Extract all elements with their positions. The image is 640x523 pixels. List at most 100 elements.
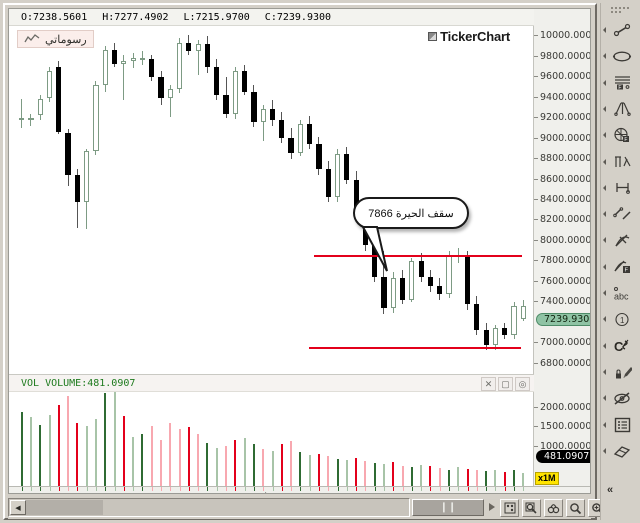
lock-drawings-tool[interactable] xyxy=(603,359,636,385)
time-axis-tick xyxy=(123,487,125,491)
time-axis-tick xyxy=(495,487,497,491)
parallel-channel-tool[interactable] xyxy=(603,149,636,175)
candlestick xyxy=(65,26,71,374)
callout-text: سقف الحيرة 7866 xyxy=(368,207,454,220)
expand-caret-icon[interactable] xyxy=(603,263,606,270)
price-annotation-callout[interactable]: سقف الحيرة 7866 xyxy=(353,197,469,272)
candlestick xyxy=(427,26,434,374)
expand-caret-icon[interactable] xyxy=(603,290,606,296)
expand-caret-icon[interactable] xyxy=(603,368,606,375)
ohlc-open: O:7238.5601 xyxy=(21,12,88,23)
candlestick xyxy=(195,26,201,374)
scrollbar-thumb[interactable] xyxy=(26,500,103,515)
arc-tool[interactable] xyxy=(603,227,636,253)
expand-caret-icon[interactable] xyxy=(603,395,606,402)
volume-axis-tick: 2000.0000 xyxy=(534,402,590,413)
segment-tool[interactable] xyxy=(603,201,636,227)
chart-tab-label: رسوماتي xyxy=(45,33,87,46)
expand-caret-icon[interactable] xyxy=(603,53,606,60)
candlestick xyxy=(334,26,341,374)
expand-caret-icon[interactable] xyxy=(603,237,606,244)
time-axis-tick xyxy=(449,487,451,491)
gann-fan-tool[interactable]: F xyxy=(603,122,636,148)
zoom-out-button[interactable] xyxy=(566,499,585,517)
fit-chart-icon xyxy=(504,502,515,514)
time-axis-tick xyxy=(439,487,441,491)
bottom-toolbar: ◀ ❙❙ xyxy=(8,497,607,519)
support-line[interactable] xyxy=(309,347,521,350)
erase-tool[interactable] xyxy=(603,438,636,464)
fib-arc-tool[interactable]: F xyxy=(603,254,636,280)
candlestick xyxy=(232,26,238,374)
time-axis[interactable]: Mar May Jul Sep Nov xyxy=(9,486,590,493)
horizontal-scrollbar[interactable]: ◀ xyxy=(8,498,410,517)
fibonacci-retracement-tool[interactable]: F xyxy=(603,70,636,96)
expand-caret-icon[interactable] xyxy=(603,79,606,86)
cycle-tool[interactable]: C xyxy=(603,333,636,359)
tab-my-drawings[interactable]: رسوماتي xyxy=(17,30,94,48)
zoom-reset-button[interactable] xyxy=(544,499,563,517)
horizontal-ray-tool[interactable] xyxy=(603,175,636,201)
volume-bar xyxy=(20,412,23,486)
time-axis-tick xyxy=(383,487,385,491)
volume-bar xyxy=(29,417,32,486)
candlestick xyxy=(56,26,62,374)
scroll-left-button[interactable]: ◀ xyxy=(10,500,26,515)
gear-icon: ◎ xyxy=(518,378,527,389)
chevron-left-icon: ◀ xyxy=(15,504,21,512)
expand-caret-icon[interactable] xyxy=(603,421,606,428)
expand-caret-icon[interactable] xyxy=(603,342,606,349)
volume-plot-area[interactable] xyxy=(9,392,534,486)
zoom-select-button[interactable] xyxy=(522,499,541,517)
callout-tail-icon xyxy=(361,226,388,272)
time-axis-tick xyxy=(40,487,42,491)
drawings-list-tool[interactable] xyxy=(603,412,636,438)
sidebar-collapse-button[interactable]: « xyxy=(607,484,613,496)
fit-chart-button[interactable] xyxy=(500,499,519,517)
playback-slider[interactable]: ❙❙ xyxy=(412,499,484,516)
time-axis-tick xyxy=(30,487,32,491)
maximize-panel-button[interactable]: ▢ xyxy=(498,377,513,391)
settings-panel-button[interactable]: ◎ xyxy=(515,377,530,391)
price-axis[interactable]: 10000.0000 9800.0000 9600.0000 9400.0000 920… xyxy=(534,26,590,374)
expand-caret-icon[interactable] xyxy=(603,105,606,112)
volume-bar xyxy=(215,448,218,486)
price-axis-tick: 6800.0000 xyxy=(534,358,590,369)
candlestick xyxy=(167,26,173,374)
fib-arc-icon: F xyxy=(608,259,636,274)
candlestick xyxy=(418,26,424,374)
time-axis-tick xyxy=(68,487,70,491)
volume-bar xyxy=(336,458,339,486)
volume-bar xyxy=(141,434,144,486)
hide-drawings-tool[interactable] xyxy=(603,385,636,411)
expand-caret-icon[interactable] xyxy=(603,158,606,165)
expand-caret-icon[interactable] xyxy=(603,316,606,323)
text-tool[interactable]: abc xyxy=(603,280,636,306)
time-axis-tick xyxy=(235,487,237,491)
resistance-line[interactable] xyxy=(314,254,522,257)
play-icon[interactable] xyxy=(489,503,495,511)
volume-multiplier-badge[interactable]: x1M xyxy=(535,472,559,485)
ellipse-tool[interactable] xyxy=(603,43,636,69)
close-panel-button[interactable]: ✕ xyxy=(481,377,496,391)
candlestick xyxy=(474,26,480,374)
volume-bar xyxy=(48,414,51,486)
expand-caret-icon[interactable] xyxy=(603,132,606,139)
price-axis-tick: 8200.0000 xyxy=(534,214,590,225)
expand-caret-icon[interactable] xyxy=(603,447,606,454)
candlestick xyxy=(251,26,257,374)
volume-axis[interactable]: 2000.0000 1500.0000 1000.0000 481.0907 x1M xyxy=(534,392,590,486)
expand-caret-icon[interactable] xyxy=(603,184,606,191)
expand-caret-icon[interactable] xyxy=(603,27,606,33)
time-axis-label: May xyxy=(150,492,171,493)
pitchfork-tool[interactable] xyxy=(603,96,636,122)
volume-bar xyxy=(392,461,395,486)
price-axis-tick: 7000.0000 xyxy=(534,337,590,348)
price-axis-tick: 7800.0000 xyxy=(534,255,590,266)
trendline-tool[interactable] xyxy=(603,17,636,43)
volume-bar xyxy=(299,452,302,486)
marker-tool[interactable]: 1 xyxy=(603,306,636,332)
sidebar-grip[interactable] xyxy=(610,6,630,13)
volume-bar xyxy=(94,419,97,486)
expand-caret-icon[interactable] xyxy=(603,211,606,218)
